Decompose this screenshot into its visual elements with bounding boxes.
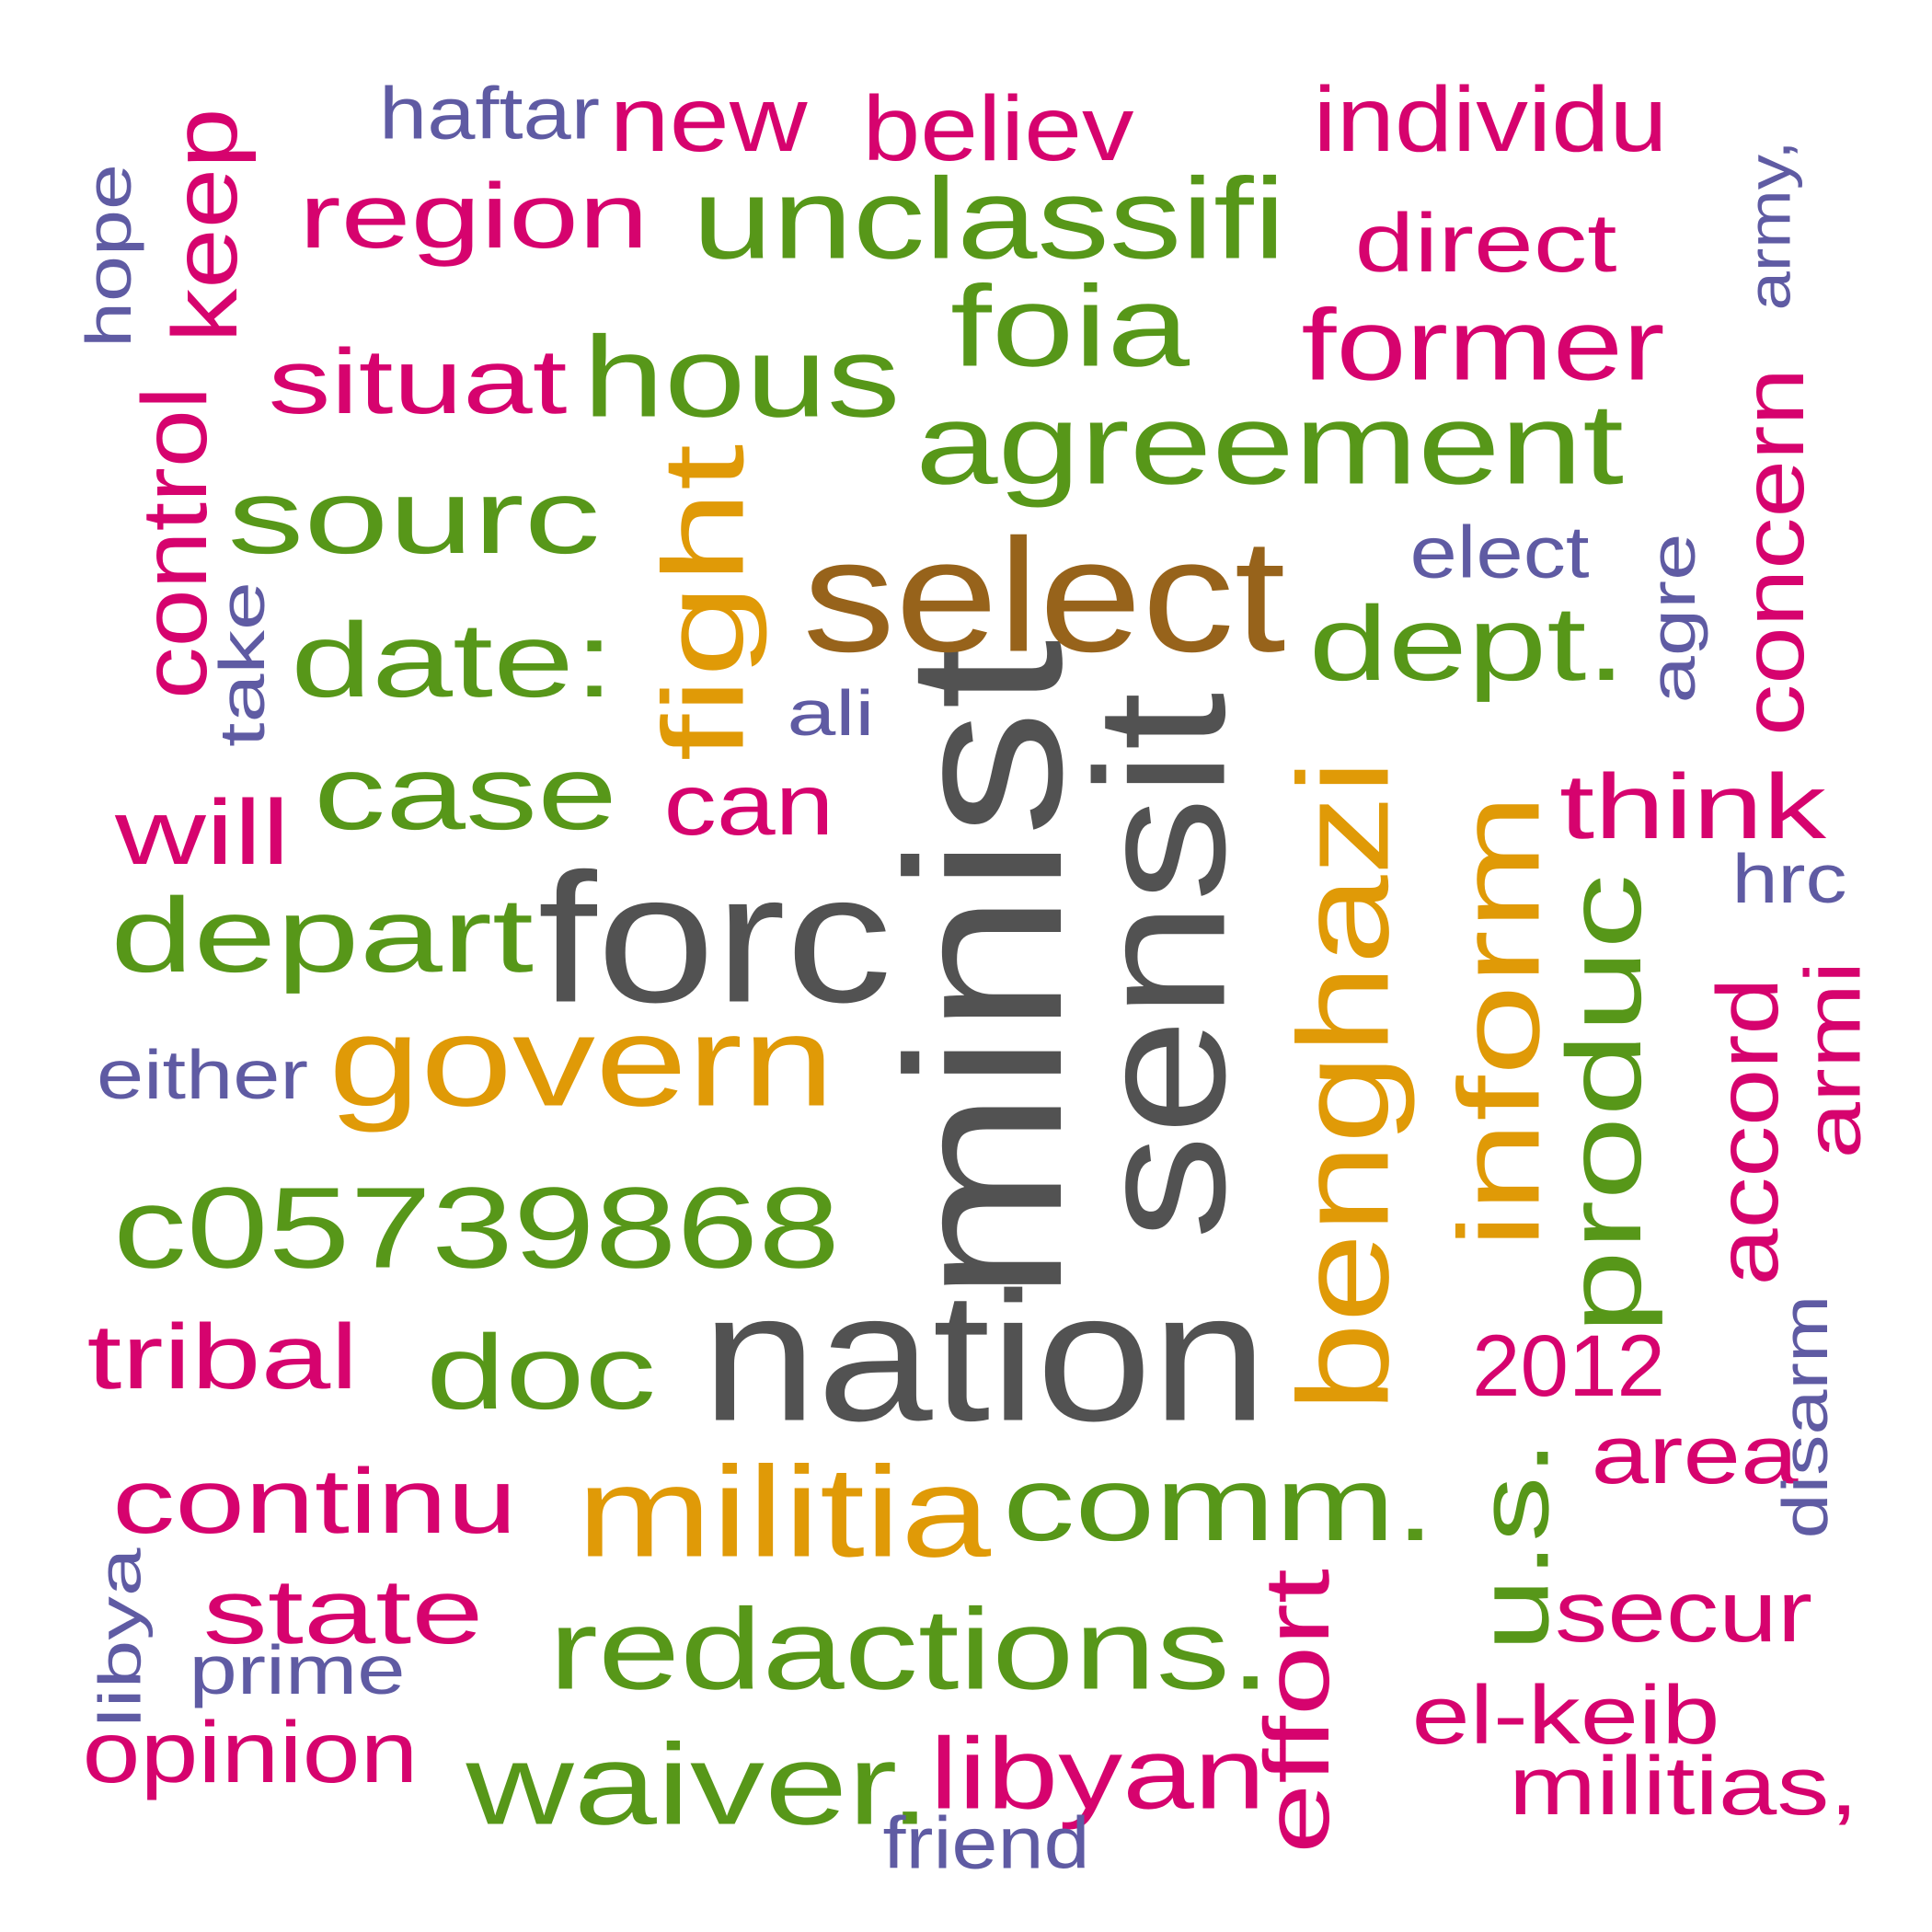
word-c05739868: c05739868 [113,1165,840,1293]
word-u-s: u.s. [1457,1440,1570,1651]
word-hope: hope [73,164,144,348]
word-disarm: disarm [1769,1295,1841,1539]
word-el-keib: el-keib [1412,1670,1720,1762]
word-army: army, [1736,141,1803,311]
word-sensit: sensit [1059,693,1264,1240]
word-new: new [610,68,809,171]
word-former: former [1302,289,1665,402]
word-either: either [97,1036,308,1113]
word-elect: elect [1410,512,1590,593]
word-agre: agre [1637,534,1708,704]
word-situat: situat [269,330,568,433]
word-depart: depart [110,877,534,995]
word-keep: keep [154,109,257,343]
word-region: region [299,165,649,268]
word-militia: militia [577,1440,991,1584]
word-prime: prime [190,1631,406,1708]
word-agreement: agreement [915,381,1624,509]
word-direct: direct [1355,198,1617,290]
word-friend: friend [883,1802,1090,1884]
word-2012: 2012 [1472,1317,1665,1415]
word-ali: ali [788,677,875,749]
word-area: area [1592,1409,1800,1501]
word-forc: forc [538,836,892,1041]
word-fight: fight [640,444,768,762]
word-libyan: libyan [930,1718,1266,1831]
word-can: can [664,756,834,854]
word-comm: comm. [1003,1445,1435,1563]
word-produc: produc [1546,874,1663,1334]
word-redactions: redactions. [549,1586,1271,1714]
word-hrc: hrc [1732,840,1847,917]
word-think: think [1559,755,1827,858]
word-secur: secur [1555,1563,1812,1661]
word-dept: dept. [1309,585,1627,703]
word-effort: effort [1246,1569,1349,1854]
word-waiver: waiver. [465,1721,930,1849]
word-case: case [314,734,617,852]
word-date: date: [291,602,615,719]
word-inform: inform [1436,794,1564,1249]
word-opinion: opinion [83,1704,419,1801]
word-hous: hous [583,314,901,442]
word-libya: libya [86,1547,154,1727]
word-take: take [206,581,278,747]
word-control: control [123,386,226,699]
word-believ: believ [863,77,1134,180]
word-govern: govern [328,989,834,1133]
word-tribal: tribal [87,1305,359,1409]
word-benghazi: benghazi [1271,759,1416,1412]
word-foia: foia [950,263,1190,391]
word-doc: doc [426,1314,656,1432]
word-minist: minist [861,639,1108,1302]
word-unclassifi: unclassifi [693,155,1286,283]
word-militias: militias, [1509,1741,1858,1833]
word-armi: armi [1790,961,1878,1159]
word-individu: individu [1314,68,1668,171]
word-nation: nation [702,1255,1268,1460]
word-state: state [203,1560,484,1663]
word-accord: accord [1699,978,1797,1286]
word-will: will [114,781,290,884]
word-sourc: sourc [228,458,601,576]
word-select: select [803,507,1286,686]
word-haftar: haftar [379,73,600,155]
word-concern: concern [1725,368,1823,736]
word-continu: continu [112,1450,517,1553]
